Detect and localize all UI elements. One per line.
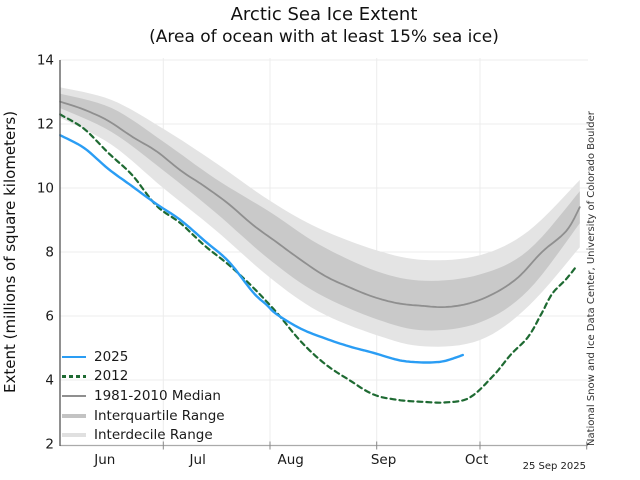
chart-subtitle: (Area of ocean with at least 15% sea ice…: [149, 27, 499, 48]
y-tick-label: 2: [45, 437, 54, 453]
y-tick-label: 14: [37, 53, 54, 69]
series-line-2025: [59, 134, 464, 364]
legend-swatch-2025-line: [62, 355, 86, 358]
y-tick-label: 6: [45, 309, 54, 325]
x-tick-label-aug: Aug: [278, 452, 304, 468]
credit-text: National Snow and Ice Data Center, Unive…: [586, 111, 597, 446]
y-tick-label: 10: [37, 181, 54, 197]
x-tick-label-jun: Jun: [93, 452, 115, 468]
x-tick-label-oct: Oct: [465, 452, 488, 468]
series-line-2012: [59, 113, 578, 404]
month-labels: Jun Jul Aug Sep Oct: [93, 452, 488, 468]
legend-label-2025: 2025: [94, 348, 129, 365]
band-interquartile-range: [60, 93, 580, 331]
y-tick-label: 12: [37, 117, 54, 133]
legend-label-2012: 2012: [94, 368, 129, 385]
x-tick-label-jul: Jul: [189, 452, 206, 468]
y-tick-label: 4: [45, 373, 54, 389]
data-layer: [59, 87, 581, 404]
axes: [59, 60, 588, 450]
title-block: Arctic Sea Ice Extent (Area of ocean wit…: [4, 3, 640, 48]
y-tick-label: 8: [45, 245, 54, 261]
x-tick-label-sep: Sep: [371, 452, 396, 468]
legend-item-median: 1981-2010 Median: [62, 386, 225, 406]
legend-label-median: 1981-2010 Median: [94, 387, 221, 404]
legend-item-interdecile: Interdecile Range: [62, 425, 225, 445]
legend-item-2025: 2025: [62, 347, 225, 367]
legend-swatch-median-line: [62, 394, 86, 397]
legend-label-interquartile: Interquartile Range: [94, 407, 225, 424]
legend-item-interquartile: Interquartile Range: [62, 406, 225, 426]
y-tick-labels: 2 4 6 8 10 12 14: [37, 53, 54, 453]
legend-swatch-2012-dashed-line: [62, 374, 86, 378]
legend-item-2012: 2012: [62, 367, 225, 387]
legend-swatch-interdecile-band: [62, 433, 86, 438]
series-line-1981-2010-median: [59, 100, 581, 308]
chart-title: Arctic Sea Ice Extent: [230, 4, 418, 25]
date-stamp: 25 Sep 2025: [522, 461, 586, 472]
legend-label-interdecile: Interdecile Range: [94, 427, 213, 444]
legend: 2025 2012 1981-2010 Median Interquartile…: [62, 347, 225, 445]
legend-swatch-interquartile-band: [62, 413, 86, 418]
